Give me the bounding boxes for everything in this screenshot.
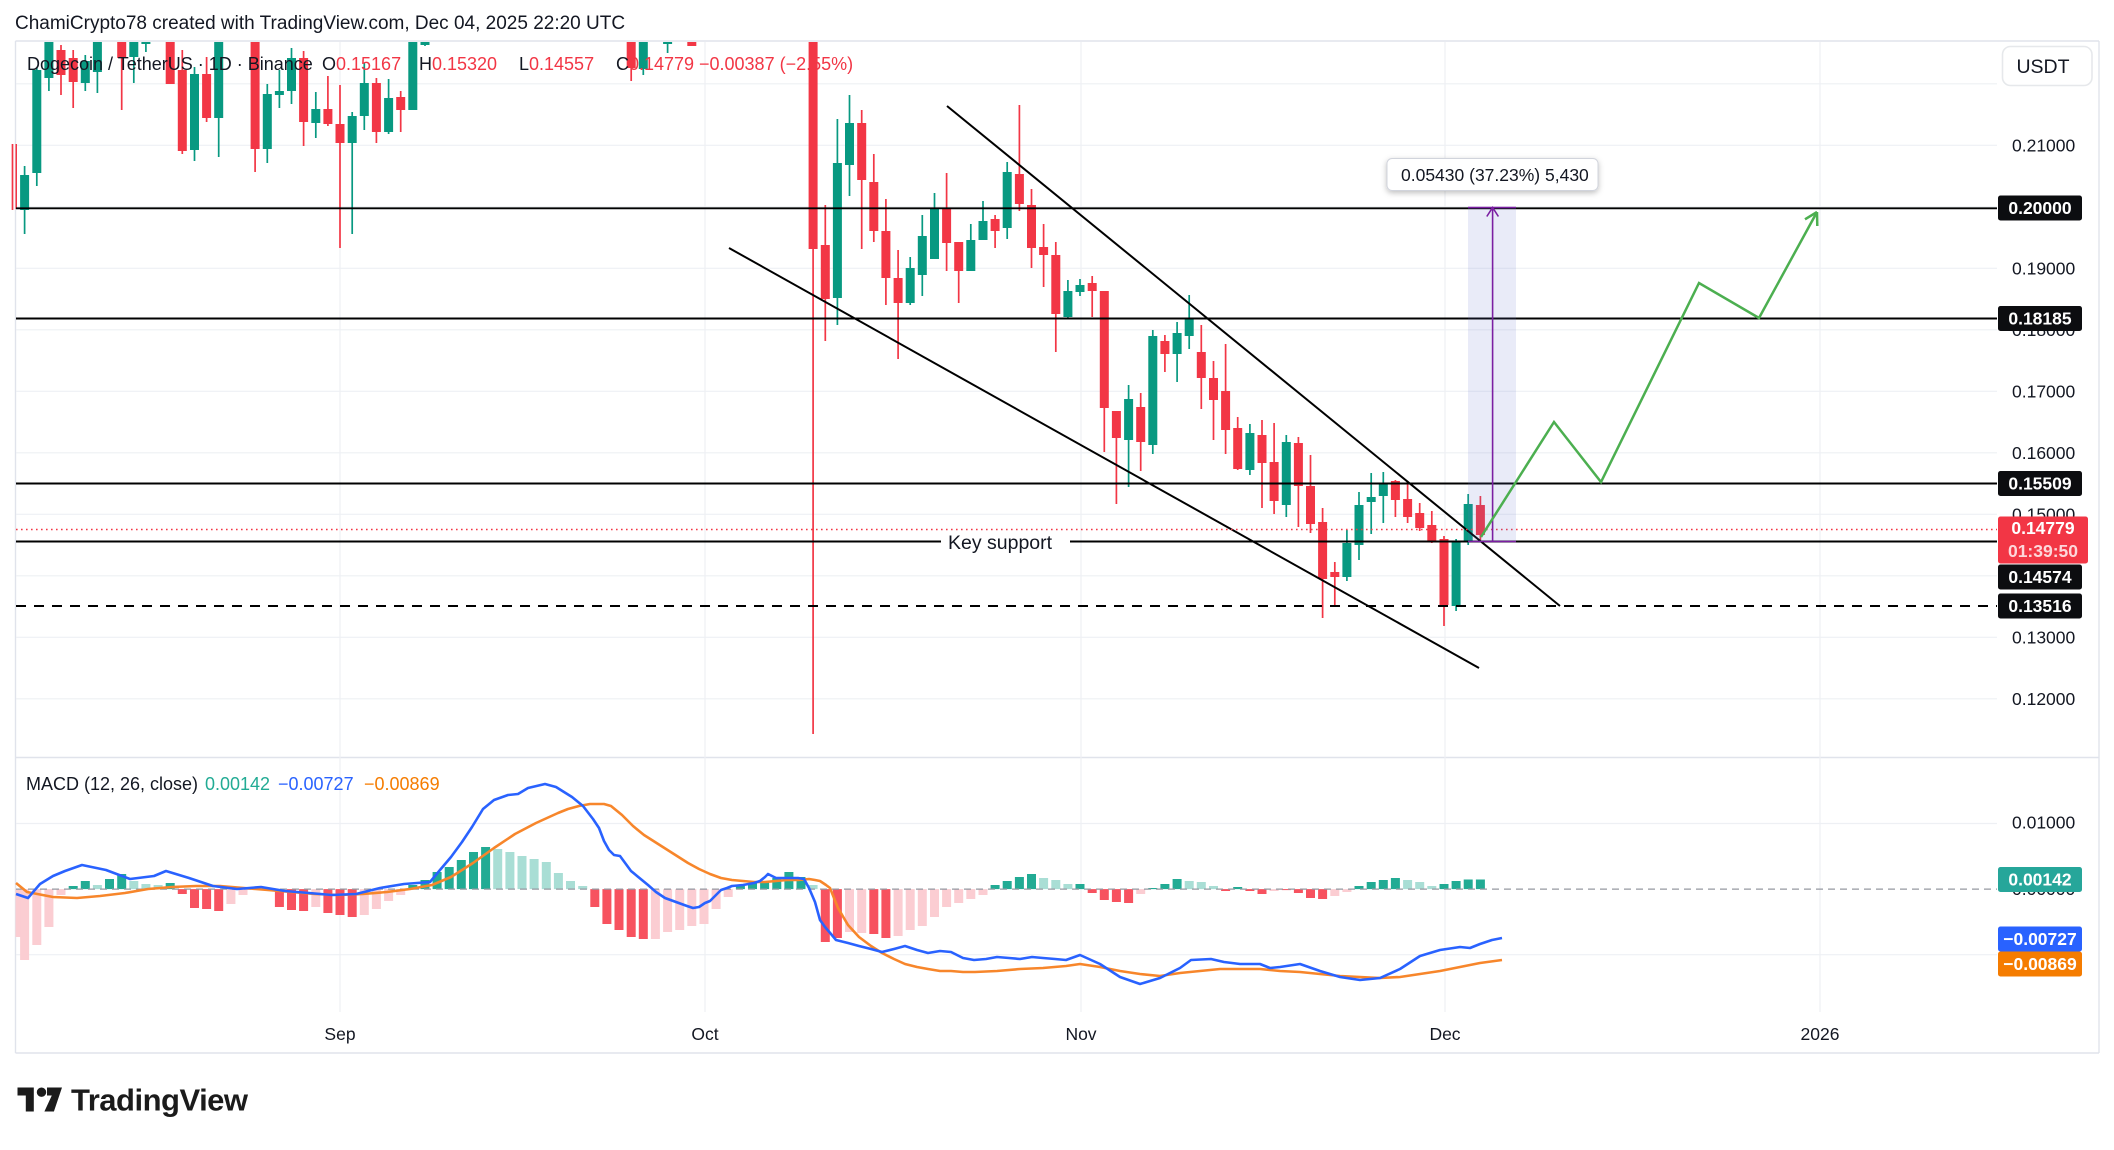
svg-text:0.20000: 0.20000 xyxy=(2008,198,2072,218)
svg-text:TradingView: TradingView xyxy=(71,1083,249,1118)
svg-text:−0.00727: −0.00727 xyxy=(278,774,354,794)
svg-text:0.15509: 0.15509 xyxy=(2008,474,2072,494)
svg-text:0.05430 (37.23%) 5,430: 0.05430 (37.23%) 5,430 xyxy=(1401,165,1589,185)
svg-text:0.14779: 0.14779 xyxy=(2011,518,2075,538)
svg-text:Sep: Sep xyxy=(324,1024,355,1044)
svg-text:0.13000: 0.13000 xyxy=(2012,627,2076,647)
svg-text:Nov: Nov xyxy=(1065,1024,1096,1044)
svg-text:H0.15320: H0.15320 xyxy=(419,54,497,74)
svg-text:Dec: Dec xyxy=(1429,1024,1460,1044)
svg-text:0.00142: 0.00142 xyxy=(205,774,270,794)
svg-text:0.19000: 0.19000 xyxy=(2012,258,2076,278)
svg-text:−0.00727: −0.00727 xyxy=(2003,929,2076,949)
svg-text:0.18185: 0.18185 xyxy=(2008,309,2072,329)
svg-text:0.13516: 0.13516 xyxy=(2008,596,2072,616)
svg-text:C0.14779: C0.14779 xyxy=(616,54,694,74)
svg-text:USDT: USDT xyxy=(2016,56,2069,78)
svg-text:−0.00387 (−2.55%): −0.00387 (−2.55%) xyxy=(699,54,853,74)
svg-text:L0.14557: L0.14557 xyxy=(519,54,594,74)
svg-text:0.17000: 0.17000 xyxy=(2012,381,2076,401)
svg-text:0.16000: 0.16000 xyxy=(2012,443,2076,463)
svg-text:2026: 2026 xyxy=(1801,1024,1840,1044)
svg-text:Key support: Key support xyxy=(948,532,1053,554)
svg-text:Oct: Oct xyxy=(691,1024,718,1044)
svg-text:0.00142: 0.00142 xyxy=(2008,870,2072,890)
svg-text:0.12000: 0.12000 xyxy=(2012,689,2076,709)
svg-text:0.14574: 0.14574 xyxy=(2008,567,2072,587)
svg-text:−0.00869: −0.00869 xyxy=(2003,954,2077,974)
svg-text:−0.00869: −0.00869 xyxy=(364,774,440,794)
svg-text:ChamiCrypto78 created with Tra: ChamiCrypto78 created with TradingView.c… xyxy=(15,13,625,34)
svg-text:MACD (12, 26, close): MACD (12, 26, close) xyxy=(26,774,198,794)
svg-text:0.01000: 0.01000 xyxy=(2012,812,2076,832)
svg-text:Dogecoin / TetherUS · 1D · Bin: Dogecoin / TetherUS · 1D · Binance xyxy=(27,54,313,74)
svg-text:O0.15167: O0.15167 xyxy=(322,54,401,74)
svg-text:0.21000: 0.21000 xyxy=(2012,135,2076,155)
svg-text:01:39:50: 01:39:50 xyxy=(2008,541,2078,561)
